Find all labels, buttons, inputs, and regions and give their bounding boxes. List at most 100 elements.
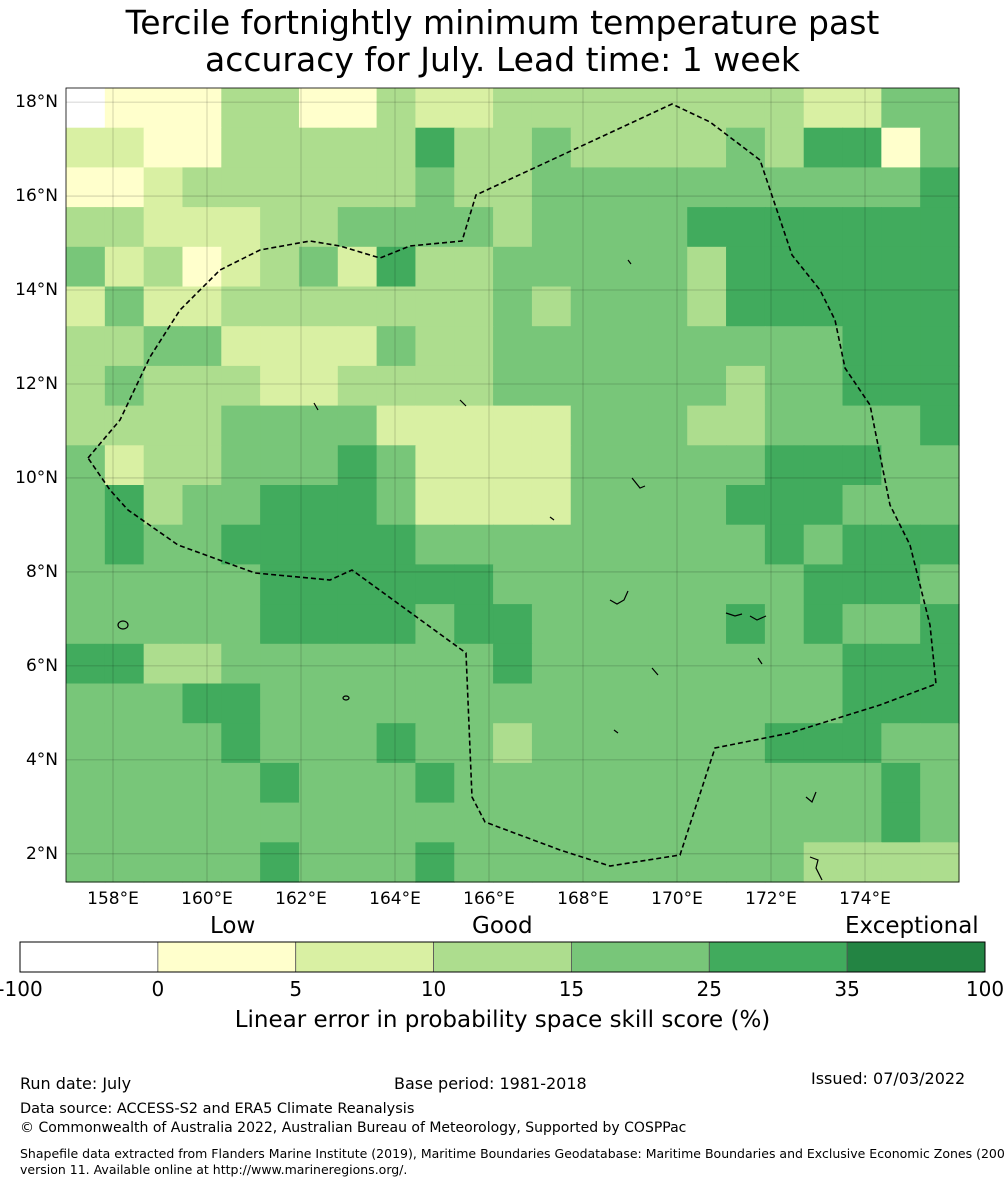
grid-cell: [531, 326, 572, 367]
colorbar-segment: [295, 941, 434, 973]
grid-cell: [493, 524, 533, 565]
grid-cell: [415, 802, 455, 843]
grid-cell: [415, 246, 455, 288]
latitude-tick-label: 6°N: [25, 655, 58, 676]
grid-cell: [493, 365, 533, 407]
grid-cell: [260, 167, 300, 208]
grid-cell: [531, 842, 572, 883]
grid-cell: [881, 207, 921, 248]
grid-cell: [881, 405, 921, 446]
grid-cell: [570, 485, 611, 526]
grid-cell: [920, 524, 960, 565]
island-outline: [725, 612, 743, 617]
grid-cell: [803, 762, 844, 804]
grid-cell: [648, 405, 688, 446]
grid-cell: [609, 127, 649, 168]
grid-cell: [493, 643, 533, 685]
grid-cell: [764, 88, 805, 129]
grid-cell: [454, 683, 494, 724]
grid-cell: [182, 802, 222, 843]
grid-cell: [687, 405, 727, 446]
grid-cell: [764, 564, 805, 605]
grid-cell: [337, 842, 378, 883]
grid-cell: [842, 683, 882, 724]
grid-cell: [182, 127, 222, 168]
grid-cell: [143, 405, 184, 446]
grid-cell: [609, 723, 649, 764]
latitude-tick-label: 14°N: [15, 280, 58, 301]
colorbar-segment: [708, 941, 848, 973]
grid-cell: [842, 524, 882, 565]
grid-cell: [143, 88, 184, 129]
grid-cell: [260, 604, 300, 645]
grid-cell: [260, 564, 300, 605]
grid-cell: [221, 524, 261, 565]
grid-cell: [609, 524, 649, 565]
grid-cell: [298, 405, 339, 446]
grid-cell: [570, 326, 611, 367]
colorbar-tick-label: 0: [151, 977, 165, 1001]
colorbar-segment: [19, 941, 159, 973]
latitude-tick-label: 18°N: [15, 92, 58, 113]
latitude-tick-label: 12°N: [15, 373, 58, 394]
grid-cell: [881, 286, 921, 327]
grid-cell: [66, 445, 106, 486]
grid-cell: [687, 842, 727, 883]
grid-cell: [764, 326, 805, 367]
grid-cell: [531, 365, 572, 407]
grid-cell: [803, 802, 844, 843]
island-outline: [459, 399, 467, 407]
grid-cell: [298, 127, 339, 168]
grid-cell: [454, 485, 494, 526]
island-outline: [631, 477, 646, 489]
grid-cell: [298, 564, 339, 605]
grid-cell: [493, 485, 533, 526]
grid-cell: [221, 167, 261, 208]
grid-cell: [764, 842, 805, 883]
grid-cell: [920, 405, 960, 446]
grid-cell: [687, 167, 727, 208]
eez-boundary: [86, 103, 937, 867]
grid-cell: [104, 207, 145, 248]
grid-cell: [298, 445, 339, 486]
grid-cell: [260, 762, 300, 804]
grid-cell: [726, 88, 766, 129]
grid-cell: [803, 683, 844, 724]
grid-cell: [531, 167, 572, 208]
longitude-tick-label: 170°E: [651, 889, 703, 909]
grid-cell: [687, 564, 727, 605]
grid-cell: [260, 524, 300, 565]
grid-cell: [66, 326, 106, 367]
grid-cell: [842, 365, 882, 407]
grid-cell: [726, 842, 766, 883]
grid-cell: [143, 365, 184, 407]
grid-cell: [493, 762, 533, 804]
grid-cell: [881, 564, 921, 605]
grid-cell: [260, 643, 300, 685]
grid-cell: [842, 564, 882, 605]
map-frame: [65, 87, 960, 883]
grid-cell: [920, 445, 960, 486]
grid-cell: [726, 723, 766, 764]
grid-cell: [182, 842, 222, 883]
grid-cell: [454, 524, 494, 565]
grid-cell: [570, 564, 611, 605]
grid-cell: [182, 564, 222, 605]
grid-cell: [531, 564, 572, 605]
grid-cell: [803, 485, 844, 526]
grid-cell: [726, 683, 766, 724]
grid-cell: [726, 405, 766, 446]
grid-cell: [415, 365, 455, 407]
grid-cell: [920, 842, 960, 883]
grid-cell: [881, 524, 921, 565]
run-date: Run date: July: [20, 1074, 132, 1093]
grid-cell: [454, 88, 494, 129]
skill-grid: [66, 88, 960, 883]
grid-cell: [842, 723, 882, 764]
grid-cell: [337, 207, 378, 248]
grid-cell: [570, 207, 611, 248]
grid-cell: [66, 723, 106, 764]
grid-cell: [298, 524, 339, 565]
grid-cell: [337, 286, 378, 327]
grid-cell: [648, 207, 688, 248]
